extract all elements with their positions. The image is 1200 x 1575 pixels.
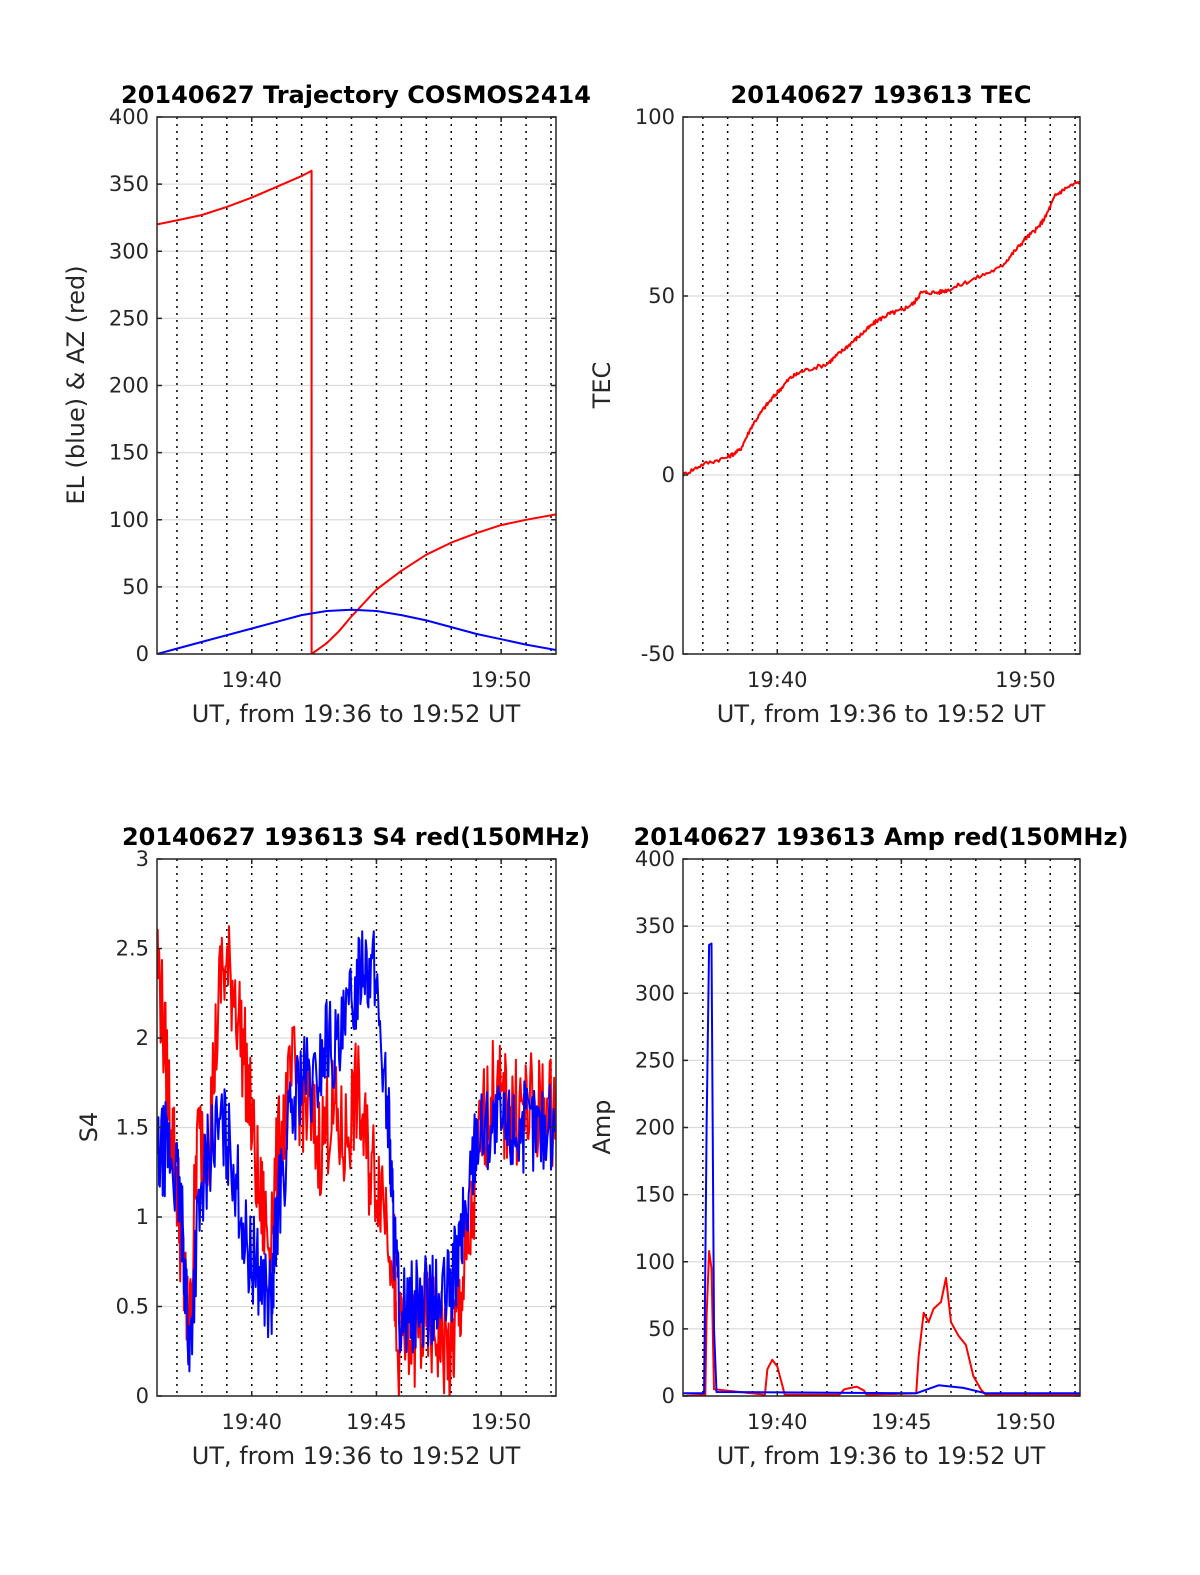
y-tick-label: 0 xyxy=(662,1384,675,1408)
y-tick-label: 100 xyxy=(109,508,149,532)
x-tick-label: 19:50 xyxy=(995,668,1056,692)
y-tick-label: 300 xyxy=(635,981,675,1005)
series-group xyxy=(157,169,556,654)
trajectory-panel: 20140627 Trajectory COSMOS2414 0 50 100 150… xyxy=(62,81,591,728)
y-tick-label: 0 xyxy=(662,463,675,487)
y-tick-label: 400 xyxy=(109,105,149,129)
tec-title: 20140627 193613 TEC xyxy=(731,81,1032,109)
y-tick-label: 3 xyxy=(136,847,149,871)
s4-ylabel: S4 xyxy=(75,1112,103,1143)
amp-xlabel: UT, from 19:36 to 19:52 UT xyxy=(717,1442,1046,1470)
y-tick-label: -50 xyxy=(641,642,675,666)
y-tick-label: 350 xyxy=(635,914,675,938)
amp-title: 20140627 193613 Amp red(150MHz) xyxy=(634,823,1129,851)
trajectory-xlabel: UT, from 19:36 to 19:52 UT xyxy=(192,700,521,728)
series-group xyxy=(683,180,1080,477)
y-tick-label: 0 xyxy=(136,1384,149,1408)
x-tick-label: 19:50 xyxy=(471,1410,532,1434)
x-tick-label: 19:45 xyxy=(871,1410,932,1434)
y-tick-label: 50 xyxy=(648,284,675,308)
x-tick-label: 19:50 xyxy=(995,1410,1056,1434)
series-line-amp_blue xyxy=(683,942,1080,1395)
y-tick-label: 150 xyxy=(635,1183,675,1207)
x-tick-label: 19:40 xyxy=(747,668,808,692)
x-tick-label: 19:50 xyxy=(471,668,532,692)
x-tick-label: 19:40 xyxy=(221,668,282,692)
tec-xlabel: UT, from 19:36 to 19:52 UT xyxy=(717,700,1046,728)
y-tick-label: 50 xyxy=(648,1317,675,1341)
trajectory-ylabel: EL (blue) & AZ (red) xyxy=(62,265,90,504)
y-tick-label: 400 xyxy=(635,847,675,871)
series-line-tec xyxy=(683,180,1080,477)
amp-ylabel: Amp xyxy=(588,1099,616,1154)
x-tick-label: 19:45 xyxy=(346,1410,407,1434)
plot-area xyxy=(683,117,1080,654)
s4-panel: 20140627 193613 S4 red(150MHz) 0 0.5 1 1.5 2… xyxy=(75,823,590,1470)
y-tick-label: 2.5 xyxy=(116,937,149,961)
y-tick-label: 300 xyxy=(109,239,149,263)
y-tick-label: 50 xyxy=(122,575,149,599)
axes-frame xyxy=(682,116,1081,655)
s4-xlabel: UT, from 19:36 to 19:52 UT xyxy=(192,1442,521,1470)
y-tick-label: 100 xyxy=(635,1250,675,1274)
y-tick-label: 100 xyxy=(635,105,675,129)
series-line-s4_blue xyxy=(157,930,556,1373)
y-tick-label: 150 xyxy=(109,441,149,465)
y-tick-label: 200 xyxy=(635,1116,675,1140)
y-tick-label: 250 xyxy=(109,306,149,330)
trajectory-title: 20140627 Trajectory COSMOS2414 xyxy=(121,81,591,109)
x-tick-label: 19:40 xyxy=(747,1410,808,1434)
series-group xyxy=(683,942,1080,1396)
y-tick-label: 250 xyxy=(635,1048,675,1072)
y-tick-label: 0 xyxy=(136,642,149,666)
series-line-az xyxy=(157,169,556,654)
y-tick-label: 1 xyxy=(136,1205,149,1229)
tec-ylabel: TEC xyxy=(588,362,616,410)
series-group xyxy=(157,925,556,1396)
y-tick-label: 350 xyxy=(109,172,149,196)
amp-panel: 20140627 193613 Amp red(150MHz) 0 50 100 15… xyxy=(588,823,1128,1470)
y-tick-label: 0.5 xyxy=(116,1295,149,1319)
y-tick-label: 2 xyxy=(136,1026,149,1050)
series-line-amp_red xyxy=(683,1250,1080,1396)
x-tick-label: 19:40 xyxy=(221,1410,282,1434)
y-tick-label: 1.5 xyxy=(116,1116,149,1140)
y-tick-label: 200 xyxy=(109,374,149,398)
s4-title: 20140627 193613 S4 red(150MHz) xyxy=(122,823,590,851)
series-line-el xyxy=(157,608,556,654)
